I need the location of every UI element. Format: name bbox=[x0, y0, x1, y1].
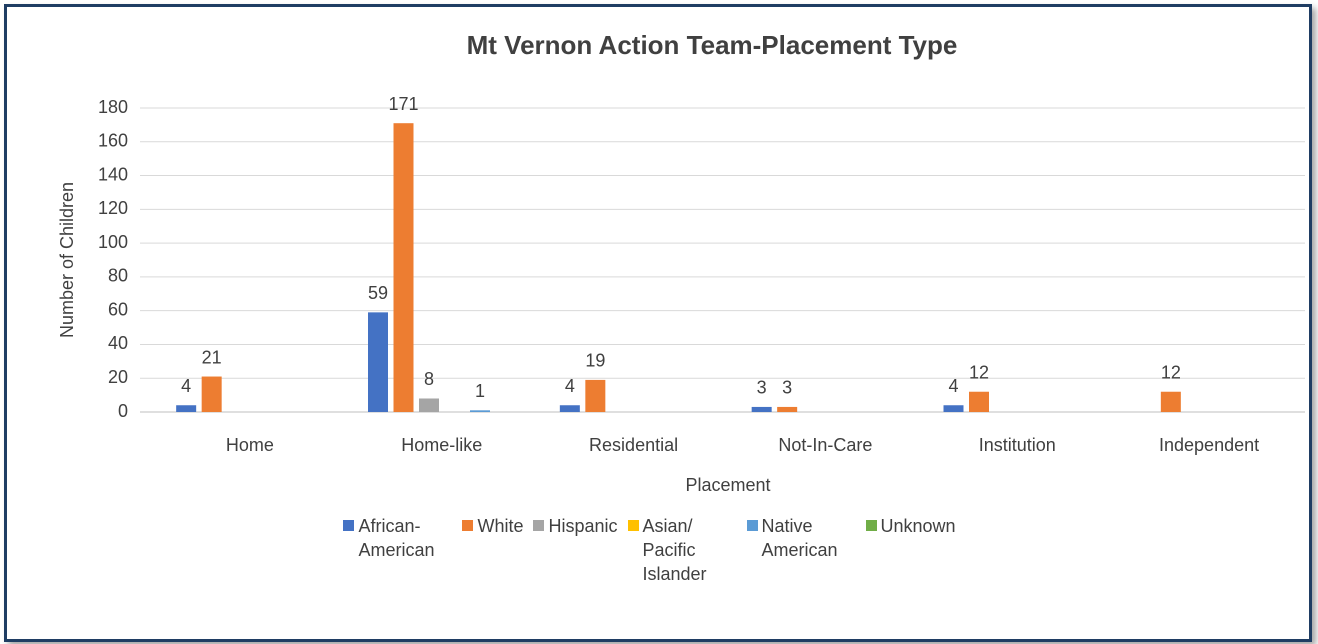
bar bbox=[559, 405, 580, 412]
legend-item: White bbox=[462, 514, 523, 586]
legend-swatch bbox=[343, 520, 355, 531]
data-label: 12 bbox=[1161, 362, 1181, 382]
chart-frame bbox=[4, 4, 1312, 642]
data-label: 3 bbox=[782, 378, 792, 398]
y-axis-label: Number of Children bbox=[57, 182, 77, 338]
data-label: 8 bbox=[424, 369, 434, 389]
bar bbox=[585, 379, 606, 412]
x-tick-label: Home-like bbox=[401, 435, 482, 455]
y-tick-label: 140 bbox=[98, 164, 128, 184]
bar bbox=[419, 398, 439, 412]
bar bbox=[176, 405, 197, 412]
bar bbox=[368, 312, 388, 412]
bar bbox=[751, 406, 772, 412]
legend-swatch bbox=[462, 520, 474, 531]
data-label: 4 bbox=[181, 376, 191, 396]
data-label: 3 bbox=[757, 378, 767, 398]
legend: African-American White Hispanic Asian/ Paci… bbox=[0, 514, 1318, 586]
data-label: 4 bbox=[948, 376, 958, 396]
x-axis-label: Placement bbox=[685, 475, 770, 495]
y-tick-label: 0 bbox=[118, 401, 128, 421]
chart-title: Mt Vernon Action Team-Placement Type bbox=[467, 30, 958, 60]
legend-label: White bbox=[477, 516, 524, 536]
bar bbox=[201, 376, 222, 412]
x-tick-label: Home bbox=[226, 435, 274, 455]
legend-item: Asian/ Pacific Islander bbox=[627, 514, 737, 586]
legend-label: Hispanic bbox=[548, 516, 618, 536]
data-label: 1 bbox=[475, 381, 485, 401]
data-label: 12 bbox=[969, 362, 989, 382]
data-label: 21 bbox=[202, 347, 222, 367]
legend-label: Unknown bbox=[880, 516, 956, 536]
y-tick-label: 100 bbox=[98, 232, 128, 252]
data-label: 19 bbox=[585, 351, 605, 371]
bar bbox=[777, 406, 798, 412]
legend-label: Native American bbox=[761, 516, 838, 560]
legend-label: African-American bbox=[358, 516, 435, 560]
bar bbox=[969, 391, 989, 412]
y-tick-label: 80 bbox=[108, 266, 128, 286]
legend-item: Unknown bbox=[865, 514, 975, 586]
legend-item: Hispanic bbox=[533, 514, 618, 586]
legend-label: Asian/ Pacific Islander bbox=[642, 516, 707, 584]
y-tick-label: 160 bbox=[98, 131, 128, 151]
x-tick-label: Institution bbox=[979, 435, 1056, 455]
data-label: 4 bbox=[565, 376, 575, 396]
y-tick-label: 180 bbox=[98, 97, 128, 117]
bar bbox=[470, 410, 490, 412]
x-tick-label: Residential bbox=[589, 435, 678, 455]
bar bbox=[943, 405, 964, 412]
legend-item: African-American bbox=[343, 514, 452, 586]
data-label: 59 bbox=[368, 283, 388, 303]
y-tick-label: 40 bbox=[108, 333, 128, 353]
bar bbox=[1160, 391, 1181, 412]
x-tick-label: Not-In-Care bbox=[778, 435, 872, 455]
legend-swatch bbox=[865, 520, 877, 531]
legend-swatch bbox=[746, 520, 758, 531]
y-tick-label: 120 bbox=[98, 198, 128, 218]
y-tick-label: 20 bbox=[108, 367, 128, 387]
legend-swatch bbox=[533, 520, 545, 531]
x-tick-label: Independent bbox=[1159, 435, 1259, 455]
bar bbox=[393, 123, 414, 412]
data-label: 171 bbox=[388, 94, 418, 114]
legend-swatch bbox=[627, 520, 639, 531]
y-tick-label: 60 bbox=[108, 299, 128, 319]
legend-item: Native American bbox=[746, 514, 856, 586]
